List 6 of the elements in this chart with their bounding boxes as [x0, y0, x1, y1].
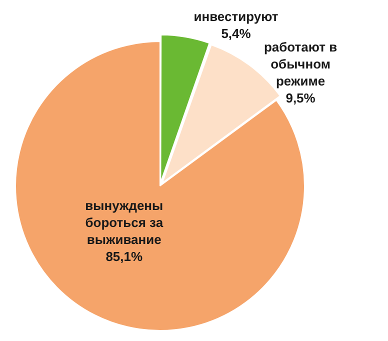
- slice-label: вынуждены бороться за выживание: [85, 198, 164, 248]
- data-label: 5,4%: [221, 26, 252, 41]
- data-label: 9,5%: [286, 90, 316, 106]
- slice-label: инвестируют: [194, 8, 278, 24]
- data-label: 85,1%: [106, 249, 144, 264]
- slice-label: работают в обычном режиме: [264, 40, 338, 89]
